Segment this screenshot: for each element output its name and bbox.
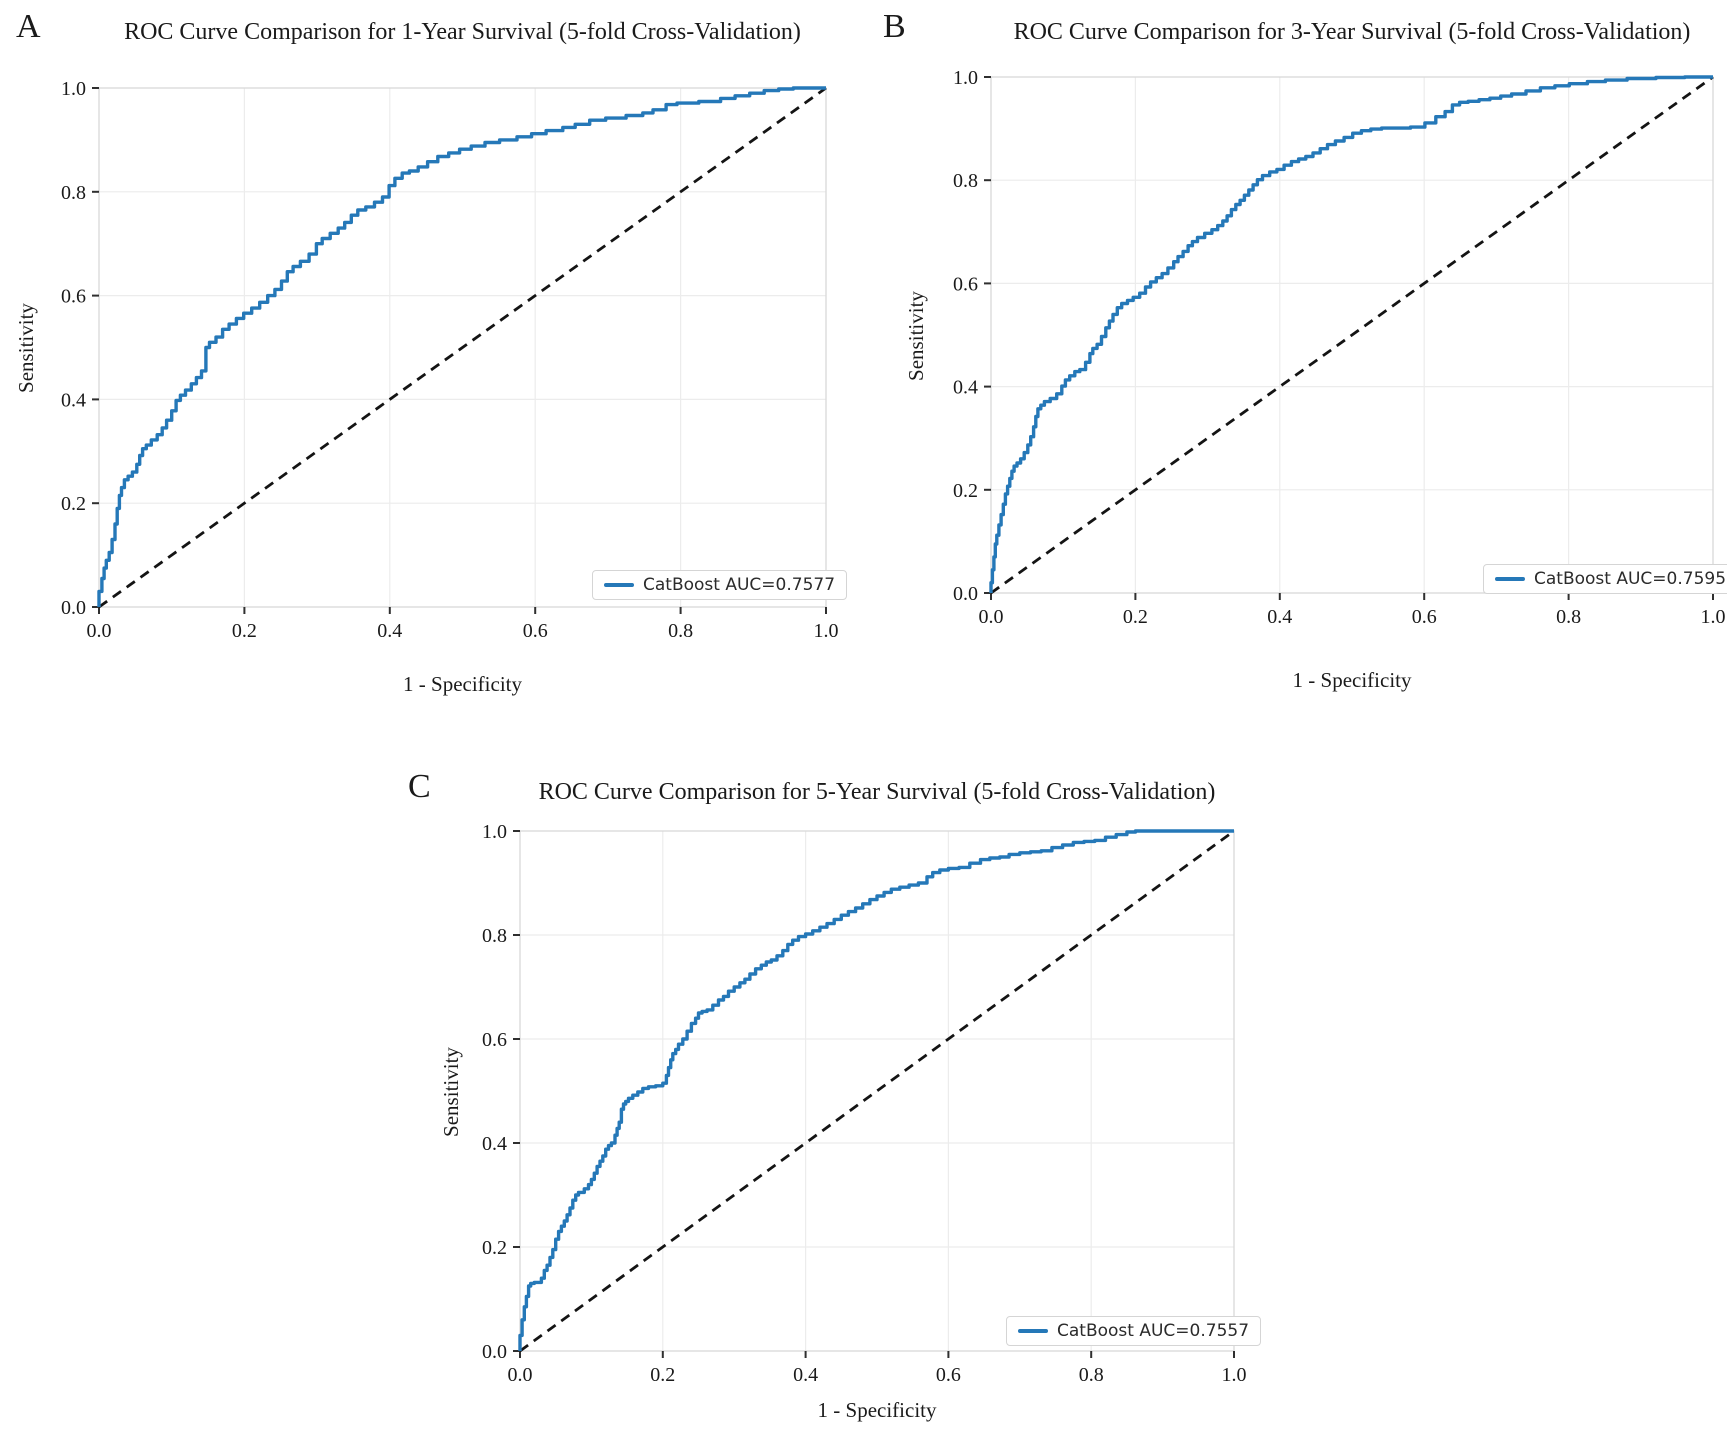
- legend-label-c: CatBoost AUC=0.7557: [1057, 1321, 1250, 1341]
- x-tick-label: 1.0: [1701, 606, 1726, 628]
- x-tick-label: 1.0: [1222, 1364, 1247, 1386]
- y-tick-label: 0.2: [61, 493, 86, 515]
- y-tick-label: 0.4: [61, 389, 86, 411]
- panel-letter-c: C: [408, 768, 431, 805]
- legend-label-b: CatBoost AUC=0.7595: [1534, 569, 1727, 589]
- y-axis-label-a: Sensitivity: [14, 303, 38, 393]
- y-tick-label: 0.8: [482, 925, 507, 947]
- panel-b: 0.0 0.2 0.4 0.6 0.8 1.0 0.0 0.2 0.4 0.6 0.8 1.0 B R…: [863, 0, 1727, 723]
- plot-border: [98, 87, 827, 608]
- legend-line-sample-b: [1495, 577, 1525, 581]
- x-axis-label-c: 1 - Specificity: [817, 1398, 937, 1422]
- chance-diagonal: [519, 829, 1235, 1353]
- plot-c: 0.0 0.2 0.4 0.6 0.8 1.0 0.0 0.2 0.4 0.6 0.8 1.0: [482, 821, 1247, 1386]
- x-tick-label: 0.2: [232, 620, 257, 642]
- plot-border: [990, 76, 1714, 594]
- x-tick-label: 0.8: [668, 620, 693, 642]
- y-tick-label: 0.0: [953, 583, 978, 605]
- panel-title-c: ROC Curve Comparison for 5-Year Survival…: [538, 779, 1216, 805]
- panel-title-b: ROC Curve Comparison for 3-Year Survival…: [1013, 19, 1691, 45]
- legend-a: CatBoost AUC=0.7577: [592, 570, 848, 600]
- chance-diagonal: [98, 86, 827, 609]
- y-axis-label-c: Sensitivity: [439, 1047, 463, 1137]
- x-tick-label: 1.0: [814, 620, 839, 642]
- x-axis-label-a: 1 - Specificity: [403, 672, 522, 696]
- x-axis-label-b: 1 - Specificity: [1292, 668, 1412, 692]
- x-tick-label: 0.4: [377, 620, 402, 642]
- x-tick-label: 0.0: [508, 1364, 533, 1386]
- y-tick-label: 0.8: [953, 170, 978, 192]
- x-tick-label: 0.2: [1123, 606, 1148, 628]
- y-tick-label: 1.0: [61, 78, 86, 100]
- y-tick-label: 0.4: [482, 1133, 507, 1155]
- panel-letter-a: A: [16, 8, 41, 45]
- x-tick-label: 0.6: [936, 1364, 961, 1386]
- x-tick-label: 0.6: [1412, 606, 1437, 628]
- plot-border: [519, 830, 1235, 1352]
- roc-curve: [97, 86, 826, 607]
- legend-b: CatBoost AUC=0.7595: [1483, 564, 1727, 594]
- y-tick-label: 1.0: [953, 67, 978, 89]
- y-tick-label: 0.6: [953, 273, 978, 295]
- x-tick-label: 0.8: [1079, 1364, 1104, 1386]
- x-tick-label: 0.0: [979, 606, 1004, 628]
- x-tick-label: 0.0: [87, 620, 112, 642]
- legend-line-sample-c: [1018, 1329, 1048, 1333]
- y-tick-label: 0.2: [482, 1237, 507, 1259]
- panel-c: 0.0 0.2 0.4 0.6 0.8 1.0 0.0 0.2 0.4 0.6 0.8 1.0 C R…: [0, 720, 1727, 1446]
- y-tick-label: 0.6: [61, 286, 86, 308]
- y-tick-label: 0.4: [953, 377, 978, 399]
- y-tick-label: 1.0: [482, 821, 507, 843]
- x-tick-label: 0.4: [1267, 606, 1292, 628]
- roc-curve: [518, 829, 1234, 1351]
- y-tick-label: 0.8: [61, 182, 86, 204]
- y-tick-label: 0.2: [953, 480, 978, 502]
- x-tick-label: 0.6: [523, 620, 548, 642]
- y-axis-label-b: Sensitivity: [904, 291, 928, 381]
- legend-c: CatBoost AUC=0.7557: [1006, 1316, 1262, 1346]
- panel-a: 0.0 0.2 0.4 0.6 0.8 1.0 0.0 0.2 0.4 0.6 0.8 1.0 A R…: [0, 0, 863, 723]
- panel-title-a: ROC Curve Comparison for 1-Year Survival…: [124, 19, 801, 45]
- x-tick-label: 0.2: [650, 1364, 675, 1386]
- legend-label-a: CatBoost AUC=0.7577: [643, 575, 836, 595]
- x-tick-label: 0.4: [793, 1364, 818, 1386]
- x-tick-label: 0.8: [1556, 606, 1581, 628]
- legend-line-sample-a: [604, 583, 634, 587]
- plot-b: 0.0 0.2 0.4 0.6 0.8 1.0 0.0 0.2 0.4 0.6 0.8 1.0: [953, 67, 1726, 628]
- panel-letter-b: B: [883, 8, 906, 45]
- plot-a: 0.0 0.2 0.4 0.6 0.8 1.0 0.0 0.2 0.4 0.6 0.8 1.0: [61, 78, 839, 642]
- roc-curve: [989, 75, 1713, 593]
- chance-diagonal: [990, 75, 1714, 595]
- y-tick-label: 0.6: [482, 1029, 507, 1051]
- y-tick-label: 0.0: [482, 1341, 507, 1363]
- y-tick-label: 0.0: [61, 597, 86, 619]
